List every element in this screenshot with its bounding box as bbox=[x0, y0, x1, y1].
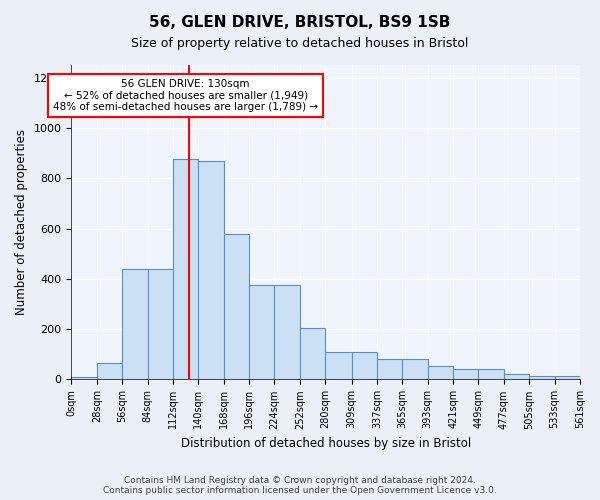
Bar bbox=[453, 370, 478, 380]
Y-axis label: Number of detached properties: Number of detached properties bbox=[15, 129, 28, 315]
Bar bbox=[249, 285, 274, 380]
Bar bbox=[352, 352, 377, 380]
Bar bbox=[529, 376, 554, 380]
Bar bbox=[97, 363, 122, 380]
Bar bbox=[300, 328, 325, 380]
Bar bbox=[148, 269, 173, 380]
Text: Size of property relative to detached houses in Bristol: Size of property relative to detached ho… bbox=[131, 38, 469, 51]
Bar bbox=[428, 366, 453, 380]
Bar bbox=[274, 285, 300, 380]
Bar bbox=[325, 352, 352, 380]
Text: 56 GLEN DRIVE: 130sqm
← 52% of detached houses are smaller (1,949)
48% of semi-d: 56 GLEN DRIVE: 130sqm ← 52% of detached … bbox=[53, 79, 318, 112]
Bar bbox=[122, 269, 148, 380]
Bar bbox=[554, 376, 580, 380]
Bar bbox=[173, 160, 199, 380]
Text: 56, GLEN DRIVE, BRISTOL, BS9 1SB: 56, GLEN DRIVE, BRISTOL, BS9 1SB bbox=[149, 15, 451, 30]
Text: Contains HM Land Registry data © Crown copyright and database right 2024.
Contai: Contains HM Land Registry data © Crown c… bbox=[103, 476, 497, 495]
Bar bbox=[478, 370, 504, 380]
Bar bbox=[199, 160, 224, 380]
Bar bbox=[224, 234, 249, 380]
Bar bbox=[377, 360, 403, 380]
X-axis label: Distribution of detached houses by size in Bristol: Distribution of detached houses by size … bbox=[181, 437, 471, 450]
Bar bbox=[504, 374, 529, 380]
Bar bbox=[403, 360, 428, 380]
Bar bbox=[71, 377, 97, 380]
